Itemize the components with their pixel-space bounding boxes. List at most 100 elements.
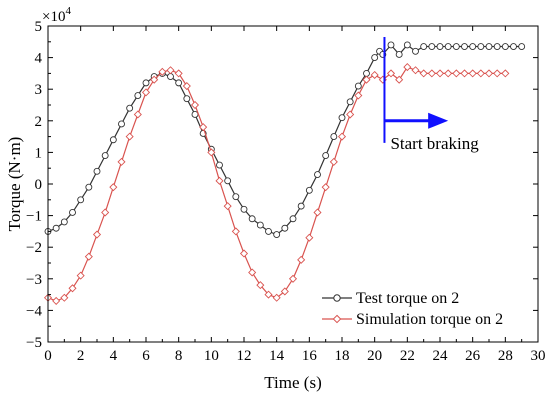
x-tick-label: 26 <box>465 348 481 364</box>
series-0-point <box>314 171 321 178</box>
series-1-point <box>419 69 428 78</box>
series-1-point <box>52 296 61 305</box>
series-0-point <box>469 43 477 50</box>
series-0-point <box>338 114 346 122</box>
series-1-point <box>346 110 355 119</box>
y-axis-multiplier: ×104 <box>42 5 71 25</box>
series-0-point <box>387 41 395 49</box>
series-0-point <box>248 215 256 223</box>
x-tick-label: 0 <box>44 348 52 364</box>
series-0-point <box>118 120 125 128</box>
x-tick-label: 18 <box>335 348 350 364</box>
series-0-point <box>85 183 93 191</box>
series-1-point <box>101 208 110 217</box>
series-1-point <box>231 227 240 236</box>
series-1-point <box>411 66 420 75</box>
series-1-point <box>92 230 102 239</box>
series-0-point <box>109 136 117 144</box>
series-1-point <box>158 67 167 76</box>
series-1-point <box>386 69 396 78</box>
x-tick-label: 24 <box>433 348 449 364</box>
series-1-point <box>248 268 257 277</box>
series-0-point <box>444 43 452 50</box>
series-0-point <box>265 227 272 235</box>
series-1-point <box>150 75 159 84</box>
series-0-point <box>216 161 223 169</box>
series-0-point <box>420 43 428 50</box>
series-1-point <box>476 69 485 78</box>
series-0-point <box>428 43 436 50</box>
series-0-point <box>240 205 248 213</box>
series-0-point <box>289 215 297 223</box>
x-axis-title: Time (s) <box>264 373 321 392</box>
series-1-point <box>354 91 363 100</box>
series-0-point <box>93 167 101 175</box>
x-tick-label: 6 <box>142 348 150 364</box>
x-tick-label: 30 <box>531 348 546 364</box>
legend-label-simulation: Simulation torque on 2 <box>356 311 503 328</box>
series-1-point <box>256 281 265 290</box>
axes-layer: 0 2 4 6 8 10 12 14 16 18 20 22 24 26 28 30−5−4−3−2−1012… <box>26 19 545 364</box>
series-1-point <box>60 293 69 302</box>
series-0-point <box>273 231 281 239</box>
series-1-point <box>305 233 314 242</box>
x-tick-label: 10 <box>204 348 219 364</box>
series-0-point <box>412 47 419 55</box>
series-0-point <box>297 202 305 210</box>
series-1-point <box>435 69 445 78</box>
legend-label-test: Test torque on 2 <box>356 290 459 307</box>
series-0-point <box>77 196 85 204</box>
series-0-point <box>256 221 264 229</box>
series-0-point <box>101 152 109 160</box>
series-1-point <box>68 284 77 293</box>
x-tick-label: 28 <box>498 348 513 364</box>
y-tick-label: −5 <box>26 335 42 351</box>
y-tick-label: 4 <box>35 51 43 67</box>
x-tick-label: 22 <box>400 348 415 364</box>
series-0-point <box>510 43 517 50</box>
x-tick-label: 14 <box>269 348 285 364</box>
annotation-arrow-head <box>428 112 449 129</box>
series-1-point <box>329 157 338 166</box>
x-tick-label: 8 <box>175 348 183 364</box>
y-tick-label: 3 <box>35 82 43 98</box>
y-tick-label: 0 <box>35 177 43 193</box>
series-1-point <box>444 69 453 78</box>
series-1-point <box>484 69 494 78</box>
series-1-point <box>493 69 502 78</box>
series-1-point <box>280 287 289 296</box>
y-axis-title: Torque (N·m) <box>5 137 24 232</box>
series-1-point <box>297 255 306 264</box>
series-0-point <box>224 177 232 185</box>
series-1-point <box>174 69 183 78</box>
y-tick-label: 2 <box>35 114 43 130</box>
series-1-point <box>460 69 469 78</box>
series-1-point <box>133 110 142 119</box>
series-0-point <box>330 133 338 141</box>
series-1-point <box>182 82 191 91</box>
series-1-point <box>239 249 249 258</box>
series-1-point <box>288 274 298 283</box>
series-0-point <box>436 43 444 50</box>
series-1-point <box>125 132 134 141</box>
series-0-point <box>305 186 313 194</box>
x-tick-label: 2 <box>77 348 85 364</box>
series-1-point <box>313 208 322 217</box>
y-tick-label: −4 <box>26 303 42 319</box>
series-0-point <box>346 98 354 106</box>
y-tick-label: 5 <box>35 19 43 35</box>
series-1-point <box>468 69 477 78</box>
series-1-point <box>452 69 461 78</box>
legend-marker-simulation <box>332 314 342 324</box>
y-tick-label: −1 <box>26 209 42 225</box>
y-multiplier-base: ×10 <box>42 9 65 25</box>
annotation-layer <box>383 37 449 143</box>
series-1-point <box>109 183 118 192</box>
series-0-point <box>52 224 60 232</box>
y-tick-label: −2 <box>26 240 42 256</box>
series-0-point <box>395 50 403 58</box>
series-0-point <box>134 92 142 99</box>
series-1-point <box>321 183 330 192</box>
